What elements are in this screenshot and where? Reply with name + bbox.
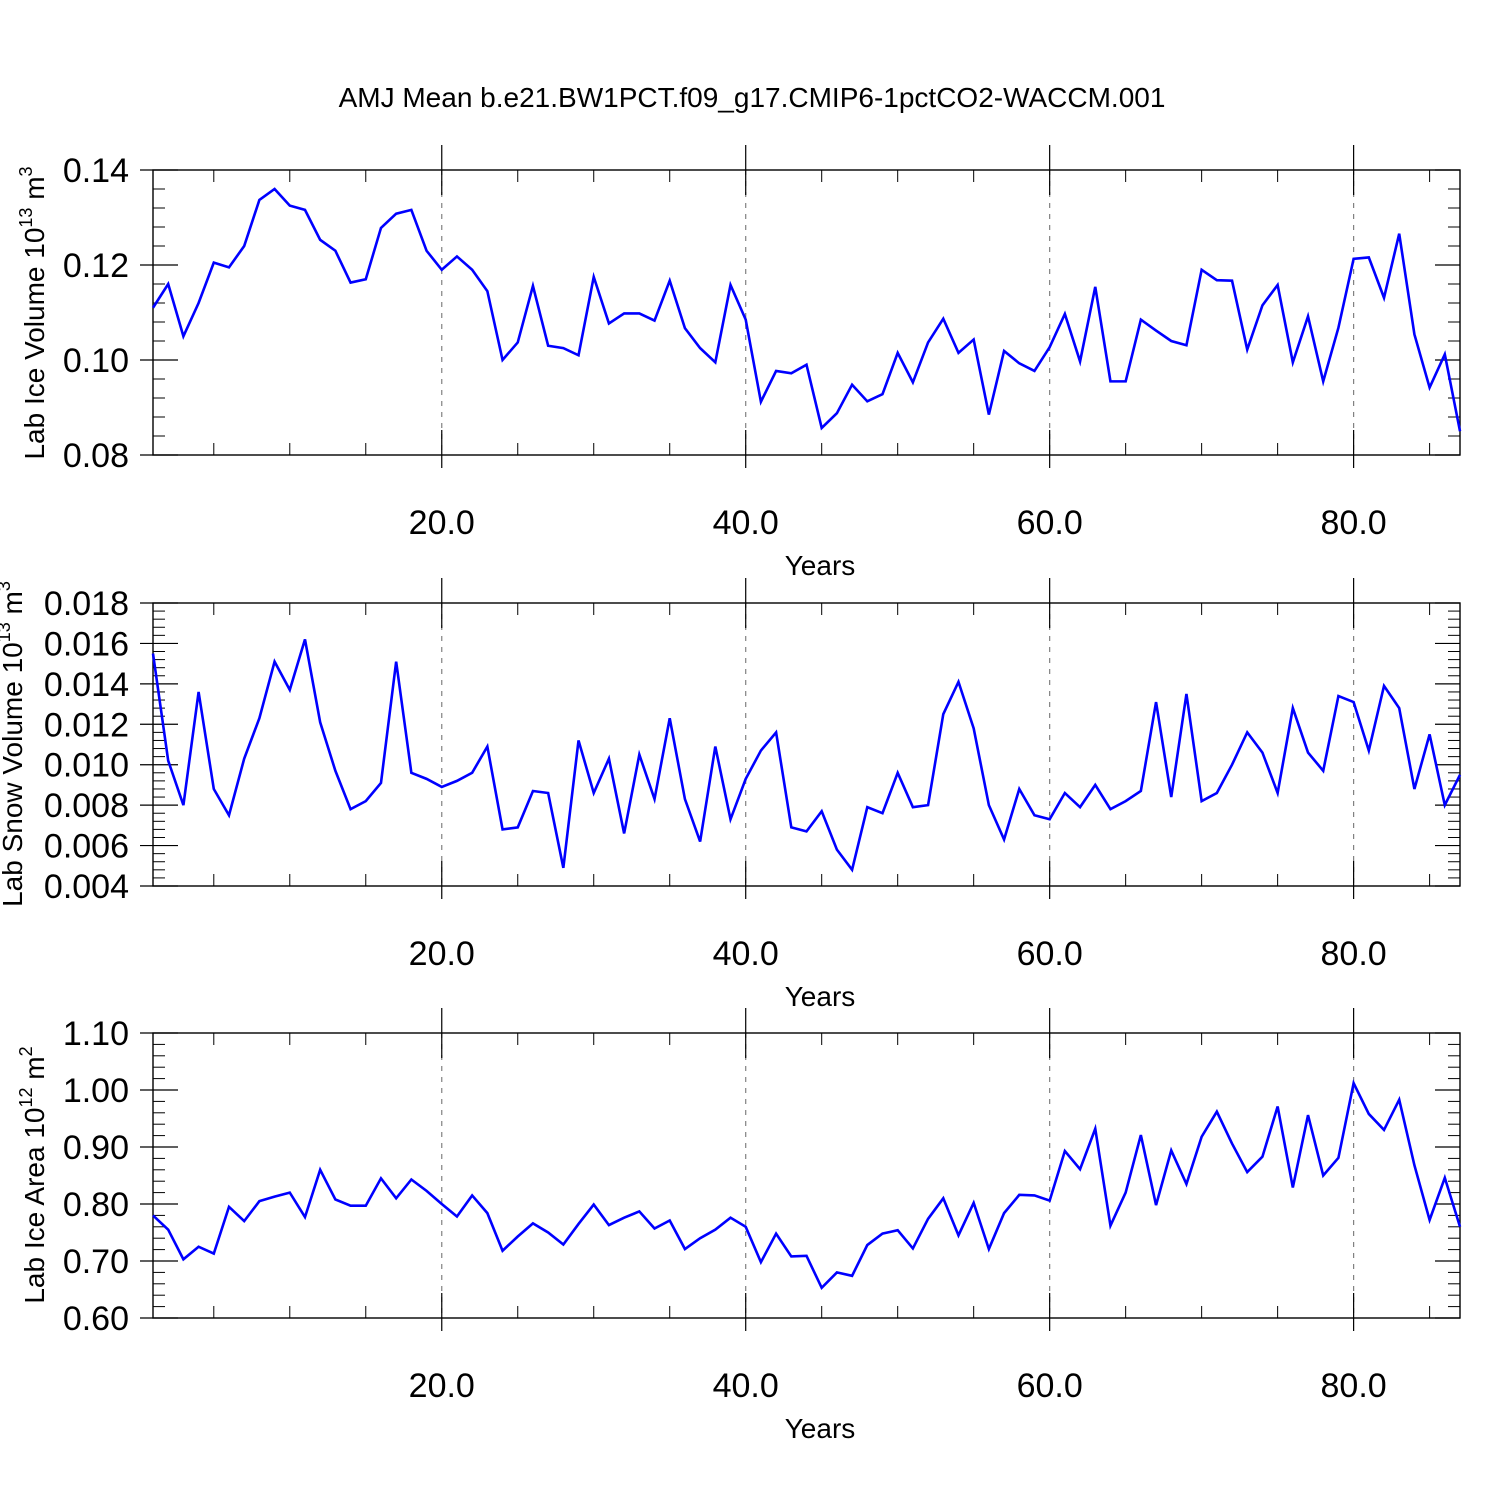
y-axis-label-unit: m: [19, 1056, 50, 1087]
y-tick-label: 1.00: [63, 1072, 129, 1110]
x-tick-label: 60.0: [1017, 935, 1083, 973]
x-axis-label: Years: [785, 1413, 856, 1444]
x-tick-label: 80.0: [1321, 935, 1387, 973]
series-line-ice-area: [152, 1079, 1462, 1291]
y-tick-label: 0.90: [63, 1129, 129, 1167]
y-axis-label-text: Lab Ice Volume 10: [19, 228, 50, 460]
x-axis-label: Years: [785, 981, 856, 1012]
y-tick-label: 0.10: [63, 342, 129, 380]
y-tick-label: 0.70: [63, 1243, 129, 1281]
x-tick-label: 80.0: [1321, 504, 1387, 542]
y-axis-label: Lab Snow Volume 1013 m3: [0, 581, 28, 907]
plot-frame: [152, 602, 1461, 887]
y-tick-label: 1.10: [63, 1015, 129, 1053]
y-tick-label: 0.004: [44, 868, 129, 906]
y-tick-label: 0.016: [44, 625, 129, 663]
series-line-ice-volume: [151, 187, 1462, 432]
x-tick-label: 80.0: [1321, 1367, 1387, 1405]
plot-frame: [152, 1032, 1461, 1319]
x-tick-label: 20.0: [409, 1367, 475, 1405]
x-tick-label: 60.0: [1017, 504, 1083, 542]
y-tick-label: 0.08: [63, 437, 129, 475]
x-tick-label: 40.0: [713, 504, 779, 542]
y-tick-label: 0.006: [44, 828, 129, 866]
y-axis-label-unit-exponent: 2: [16, 1046, 36, 1056]
y-axis-label-text: Lab Ice Area 10: [19, 1108, 50, 1304]
y-axis-label-unit: m: [19, 176, 50, 207]
y-tick-label: 0.80: [63, 1186, 129, 1224]
y-axis-label-exponent: 13: [0, 622, 14, 642]
x-tick-label: 40.0: [713, 935, 779, 973]
y-tick-label: 0.12: [63, 247, 129, 285]
x-tick-label: 20.0: [409, 504, 475, 542]
series-line-snow-volume: [151, 639, 1462, 873]
y-axis-label-unit-exponent: 3: [0, 581, 14, 591]
y-axis-label-exponent: 13: [16, 208, 36, 228]
y-axis-label-unit-exponent: 3: [16, 166, 36, 176]
y-axis-label-text: Lab Snow Volume 10: [0, 642, 28, 907]
y-axis-label-exponent: 12: [16, 1087, 36, 1107]
chart-title: AMJ Mean b.e21.BW1PCT.f09_g17.CMIP6-1pct…: [339, 82, 1166, 113]
y-axis-label: Lab Ice Area 1012 m2: [16, 1046, 50, 1303]
y-axis-label: Lab Ice Volume 1013 m3: [16, 166, 50, 459]
y-tick-label: 0.012: [44, 706, 129, 744]
x-tick-label: 20.0: [409, 935, 475, 973]
y-tick-label: 0.018: [44, 585, 129, 623]
panel-ice-area: 0.60 0.70 0.80 0.90 1.00 1.10 20.0 40.0 60.0 80.0…: [16, 1008, 1462, 1444]
x-axis-label: Years: [785, 550, 856, 581]
y-tick-label: 0.014: [44, 666, 129, 704]
y-tick-label: 0.60: [63, 1300, 129, 1338]
panel-ice-volume: 0.08 0.10 0.12 0.14 20.0 40.0 60.0 80.0 Years Lab…: [16, 145, 1462, 581]
y-tick-label: 0.008: [44, 787, 129, 825]
y-axis-label-unit: m: [0, 591, 28, 622]
plot-frame: [152, 169, 1461, 456]
y-tick-label: 0.14: [63, 152, 129, 190]
x-tick-label: 60.0: [1017, 1367, 1083, 1405]
y-tick-label: 0.010: [44, 747, 129, 785]
x-tick-label: 40.0: [713, 1367, 779, 1405]
panel-snow-volume: 0.0040.0060.0080.0100.0120.0140.0160.018…: [0, 578, 1462, 1012]
